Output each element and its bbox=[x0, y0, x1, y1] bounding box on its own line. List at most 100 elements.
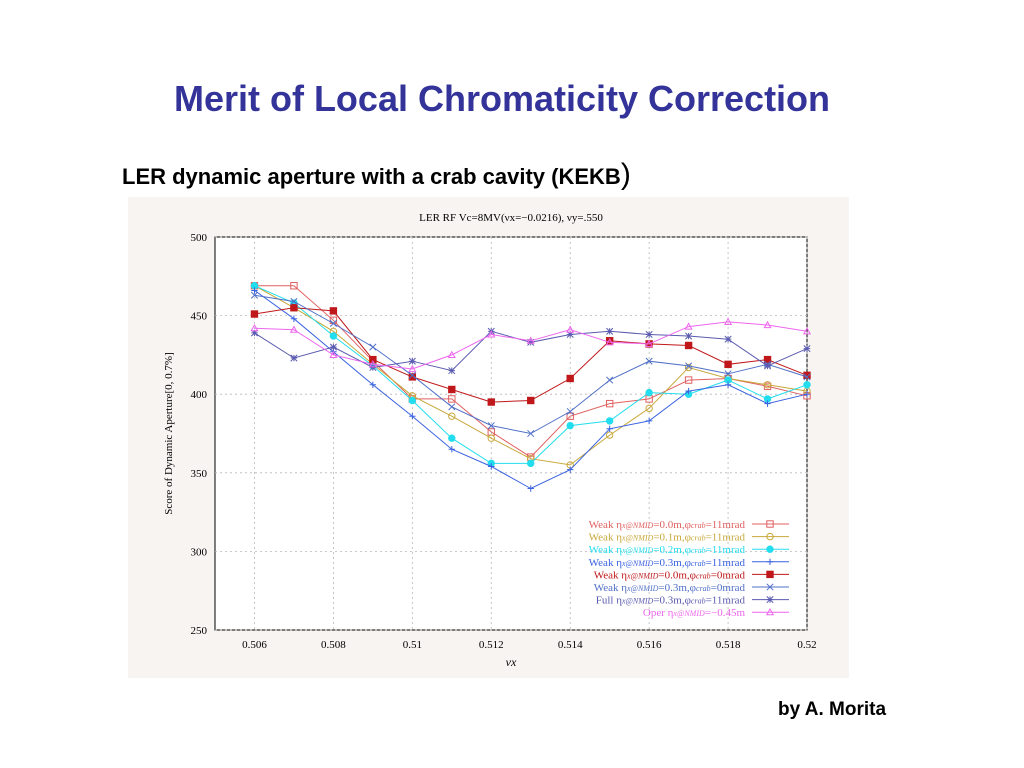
legend-entry-part: x@NMID bbox=[621, 534, 654, 543]
data-point bbox=[408, 357, 416, 365]
series-line bbox=[254, 285, 808, 466]
x-tick-label: 0.516 bbox=[637, 639, 662, 651]
legend-marker bbox=[766, 583, 774, 591]
data-point bbox=[448, 403, 456, 411]
legend-entry-part: =11mrad bbox=[706, 544, 746, 556]
series-4 bbox=[251, 287, 811, 492]
data-point bbox=[803, 371, 811, 380]
data-point bbox=[409, 413, 416, 420]
data-point bbox=[606, 327, 614, 335]
legend-entry-part: x@NMID bbox=[626, 584, 659, 593]
chart-title: LER RF Vc=8MV(νx=−0.0216), νy=.550 bbox=[419, 212, 603, 224]
legend-entry-part: =−0.45m bbox=[705, 607, 746, 619]
legend-entry-part: =0mrad bbox=[711, 569, 746, 581]
data-point bbox=[329, 343, 337, 351]
series-8 bbox=[250, 317, 812, 373]
data-point bbox=[724, 317, 733, 325]
series-3 bbox=[250, 282, 811, 468]
data-point bbox=[803, 381, 811, 389]
data-point bbox=[645, 339, 654, 347]
data-point bbox=[803, 391, 811, 398]
data-point bbox=[448, 434, 456, 442]
data-point bbox=[487, 330, 496, 338]
legend-marker bbox=[766, 520, 774, 528]
data-point bbox=[250, 310, 259, 318]
data-point bbox=[685, 332, 693, 340]
data-point bbox=[645, 357, 653, 365]
legend-marker bbox=[766, 532, 774, 541]
legend-entry-part: Weak η bbox=[594, 569, 628, 581]
data-point bbox=[329, 319, 337, 328]
legend-entry-part: crab bbox=[691, 534, 706, 543]
data-point bbox=[685, 362, 693, 370]
data-point bbox=[684, 341, 693, 350]
legend-entry-part: =0.3m,φ bbox=[653, 595, 691, 607]
legend-entry-part: =11mrad bbox=[706, 519, 746, 531]
data-point bbox=[369, 381, 377, 388]
data-point bbox=[566, 325, 575, 333]
data-point bbox=[448, 446, 455, 453]
data-point bbox=[408, 371, 416, 379]
y-tick-label: 300 bbox=[191, 546, 208, 558]
data-point bbox=[645, 330, 653, 339]
legend-entry-part: =0.0m,φ bbox=[658, 569, 696, 581]
data-point bbox=[448, 367, 456, 375]
x-axis-label: νx bbox=[506, 655, 517, 669]
y-tick-label: 400 bbox=[191, 389, 208, 401]
legend-entry-part: Weak η bbox=[589, 557, 623, 569]
legend-entry: Weak ηx@NMID=0.1m,φcrab=11mrad bbox=[589, 532, 746, 544]
data-point bbox=[763, 362, 772, 370]
legend-entry-part: =0.3m,φ bbox=[653, 557, 691, 569]
legend-entry-part: crab bbox=[691, 546, 706, 555]
data-point bbox=[803, 345, 811, 353]
legend-entry-part: Oper η bbox=[643, 607, 674, 619]
x-tick-label: 0.52 bbox=[797, 639, 816, 651]
data-point bbox=[329, 307, 338, 315]
data-point bbox=[329, 332, 338, 340]
data-point bbox=[487, 422, 495, 430]
x-tick-label: 0.506 bbox=[242, 639, 267, 651]
data-point bbox=[566, 407, 574, 416]
data-point bbox=[802, 327, 812, 335]
legend-entry-part: crab bbox=[691, 597, 706, 606]
data-point bbox=[566, 412, 574, 420]
y-tick-label: 250 bbox=[191, 625, 208, 637]
x-tick-label: 0.508 bbox=[321, 639, 346, 651]
legend-marker bbox=[765, 607, 775, 616]
x-tick-label: 0.518 bbox=[716, 639, 741, 651]
series-line bbox=[254, 285, 808, 458]
legend-marker bbox=[766, 570, 774, 579]
legend-entry-part: crab bbox=[696, 584, 711, 593]
data-point bbox=[408, 364, 417, 373]
data-point bbox=[448, 395, 456, 403]
data-point bbox=[684, 322, 693, 330]
legend-marker bbox=[766, 596, 774, 604]
legend-entry-part: x@NMID bbox=[621, 597, 654, 606]
legend-entry-part: =11mrad bbox=[706, 557, 746, 569]
legend-entry-part: x@NMID bbox=[672, 609, 705, 618]
data-point bbox=[606, 425, 613, 432]
data-point bbox=[763, 320, 772, 329]
data-point bbox=[290, 282, 298, 290]
slide-title: Merit of Local Chromaticity Correction bbox=[173, 78, 831, 119]
legend-entry-part: =11mrad bbox=[706, 532, 746, 544]
legend-entry-part: Full η bbox=[596, 595, 622, 607]
data-point bbox=[763, 381, 772, 389]
data-point bbox=[566, 374, 574, 383]
series-line bbox=[254, 321, 808, 370]
data-point bbox=[290, 354, 298, 362]
data-point bbox=[487, 398, 495, 406]
legend-entry-part: x@NMID bbox=[621, 546, 654, 555]
data-point bbox=[447, 350, 456, 358]
legend-entry-part: x@NMID bbox=[621, 521, 654, 530]
legend-entry: Weak ηx@NMID=0.2m,φcrab=11mrad bbox=[589, 544, 746, 556]
legend-entry: Weak ηx@NMID=0.3m,φcrab=11mrad bbox=[589, 557, 746, 569]
data-point bbox=[368, 360, 377, 368]
data-point bbox=[526, 336, 535, 344]
slide-subtitle: LER dynamic aperture with a crab cavity … bbox=[122, 158, 631, 192]
data-point bbox=[724, 370, 732, 378]
legend-entry: Oper ηx@NMID=−0.45m bbox=[643, 607, 746, 619]
chart-panel: 500 450 400 350 300 250 0.506 0.508 0.51 0.512 0.5… bbox=[128, 197, 849, 678]
data-point bbox=[764, 400, 771, 407]
author-credit: by A. Morita bbox=[778, 699, 887, 720]
